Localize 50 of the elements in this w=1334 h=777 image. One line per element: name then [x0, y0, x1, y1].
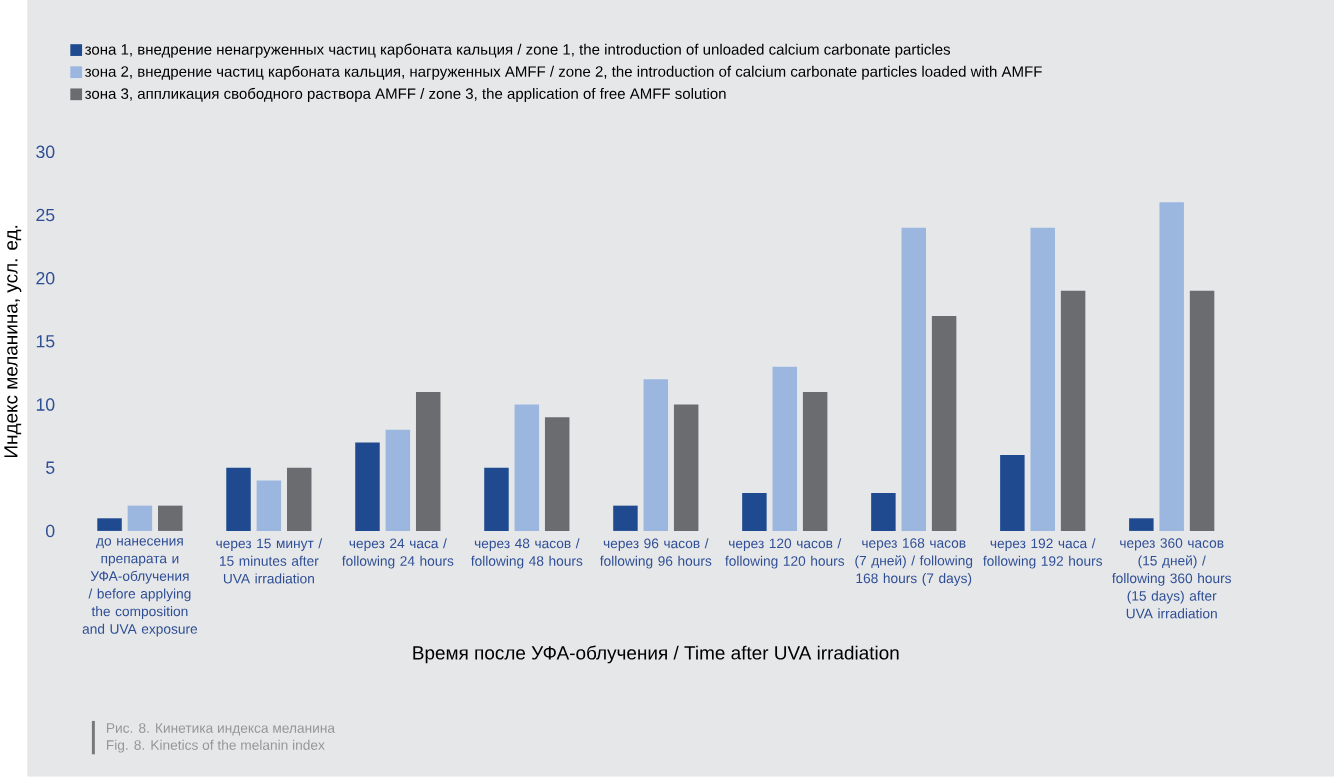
y-tick-label: 30	[36, 145, 55, 159]
bar	[1000, 455, 1025, 532]
x-tick-label: через 48 часов / following 48 hours	[470, 538, 583, 569]
bar	[772, 366, 798, 532]
x-tick-label: через 120 часов / following 120 hours	[725, 538, 845, 569]
bar	[415, 392, 441, 532]
bar	[484, 467, 509, 532]
bar	[1030, 227, 1055, 532]
bar	[1159, 202, 1184, 532]
x-tick-label: через 168 часов (7 дней) / following 168 hours (7 days)	[855, 538, 973, 586]
bar	[871, 493, 896, 532]
y-axis-title: Индекс меланина, усл. ед.	[4, 226, 22, 458]
legend-label: зона 1, внедрение ненагруженных частиц карбоната кальция / zone 1, the introduction of unloaded calcium carbonate particles	[85, 43, 951, 58]
bar	[385, 429, 411, 532]
bar	[256, 480, 282, 532]
x-tick-label: через 96 часов / following 96 hours	[599, 538, 712, 569]
x-tick-label: через 360 часов (15 дней) / following 360 hours (15 days) after UVA irradiation	[1112, 538, 1232, 619]
caption: Fig. 8. Kinetics of the melanin index	[107, 739, 325, 753]
bar	[158, 505, 183, 532]
legend-label: зона 2, внедрение частиц карбоната кальция, нагруженных AMFF / zone 2, the introduction of calcium carbonate particles loaded with AMFF	[85, 65, 1042, 80]
bar	[355, 442, 380, 532]
x-tick-label: через 15 минут / 15 minutes after UVA irradiation	[216, 538, 323, 584]
y-tick-label: 5	[46, 461, 55, 474]
bar	[901, 227, 926, 532]
y-tick-label: 10	[36, 398, 55, 411]
x-tick-label: через 192 часа / following 192 hours	[983, 538, 1103, 569]
bar	[544, 417, 570, 532]
bar	[97, 518, 122, 532]
bar	[287, 467, 312, 532]
bar	[514, 404, 540, 532]
x-axis-title: Время после УФА-облучения / Time after UVA irradiation	[413, 645, 899, 664]
bar	[673, 404, 699, 532]
bar	[643, 379, 669, 532]
bar	[1129, 518, 1154, 532]
bar	[742, 493, 767, 532]
bar	[1060, 290, 1086, 532]
text: Рис. 8. Кинетика индекса меланина	[107, 723, 336, 736]
y-tick-label: 15	[36, 335, 55, 348]
bar	[127, 505, 153, 532]
y-tick-label: 25	[36, 208, 55, 222]
legend-label: зона 3, аппликация свободного раствора AMFF / zone 3, the application of free AMFF solution	[85, 87, 726, 103]
y-tick-label: 20	[36, 272, 55, 285]
bar	[931, 316, 957, 532]
bar	[226, 467, 251, 532]
x-tick-label: через 24 часа / following 24 hours	[342, 538, 454, 569]
bar	[1189, 290, 1215, 532]
x-tick-label: до нанесения препарата и УФА-облучения / before applying the composition and UVA exposure	[82, 538, 198, 637]
bar	[802, 392, 828, 532]
y-tick-label: 0	[46, 524, 55, 538]
bar	[613, 505, 638, 532]
